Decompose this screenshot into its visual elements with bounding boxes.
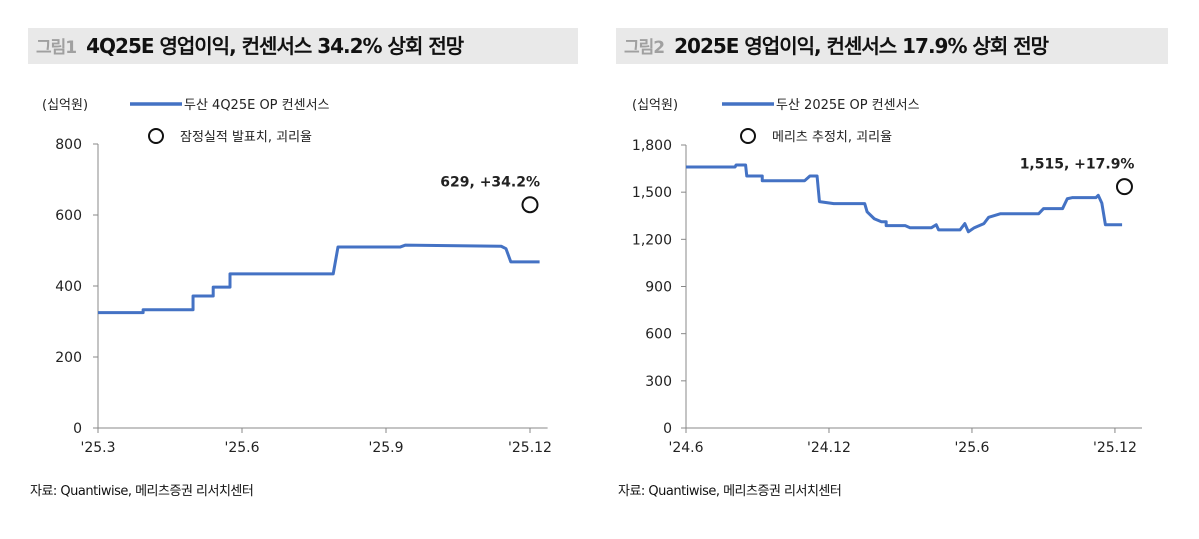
- legend-marker-swatch: [148, 128, 164, 144]
- series-line: [98, 243, 540, 315]
- marker-label: 1,515, +17.9%: [1020, 157, 1135, 173]
- y-tick-label: 0: [73, 421, 82, 437]
- x-tick-label: '24.12: [807, 440, 851, 456]
- unit-label: (십억원): [42, 98, 88, 113]
- marker-point: [521, 196, 539, 214]
- y-tick-label: 400: [55, 279, 82, 295]
- series-line: [686, 163, 1123, 234]
- y-tick-label: 1,200: [632, 232, 672, 248]
- legend-marker-label: 잠정실적 발표치, 괴리율: [180, 130, 312, 145]
- chart1-source: 자료: Quantiwise, 메리츠증권 리서치센터: [30, 484, 254, 499]
- y-tick-label: 600: [645, 327, 672, 343]
- unit-label: (십억원): [632, 98, 678, 113]
- chart2-title: 그림2 2025E 영업이익, 컨센서스 17.9% 상회 전망: [616, 28, 1168, 64]
- title-text: 2025E 영업이익, 컨센서스 17.9% 상회 전망: [674, 34, 1049, 58]
- x-tick-label: '25.9: [368, 440, 403, 456]
- y-tick-label: 600: [55, 208, 82, 224]
- y-tick-label: 800: [55, 137, 82, 153]
- y-tick-label: 300: [645, 374, 672, 390]
- chart1-title: 그림1 4Q25E 영업이익, 컨센서스 34.2% 상회 전망: [28, 28, 578, 64]
- y-tick-label: 1,500: [632, 185, 672, 201]
- marker-point: [1115, 178, 1133, 196]
- legend-marker-label: 메리츠 추정치, 괴리율: [772, 130, 892, 145]
- x-tick-label: '25.6: [954, 440, 989, 456]
- legend-series-label: 두산 2025E OP 컨센서스: [776, 98, 920, 113]
- title-text: 4Q25E 영업이익, 컨센서스 34.2% 상회 전망: [86, 34, 464, 58]
- figure-number: 그림1: [36, 38, 77, 58]
- figure-number: 그림2: [624, 38, 665, 58]
- x-tick-label: '25.3: [80, 440, 115, 456]
- chart2-source: 자료: Quantiwise, 메리츠증권 리서치센터: [618, 484, 842, 499]
- y-tick-label: 0: [663, 421, 672, 437]
- x-tick-label: '24.6: [668, 440, 703, 456]
- y-tick-label: 900: [645, 280, 672, 296]
- y-tick-label: 200: [55, 350, 82, 366]
- legend-marker-swatch: [740, 128, 756, 144]
- legend-series-label: 두산 4Q25E OP 컨센서스: [184, 98, 330, 113]
- marker-label: 629, +34.2%: [440, 175, 540, 191]
- y-tick-label: 1,800: [632, 138, 672, 154]
- x-tick-label: '25.12: [1093, 440, 1137, 456]
- x-tick-label: '25.12: [508, 440, 552, 456]
- x-tick-label: '25.6: [224, 440, 259, 456]
